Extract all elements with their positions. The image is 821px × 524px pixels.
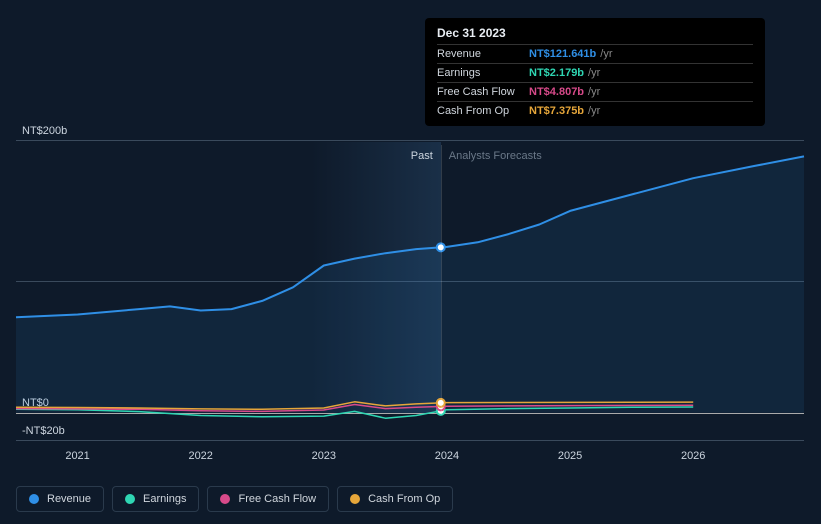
tooltip-row-unit: /yr [588,105,600,117]
tooltip-row-value: NT$2.179b [529,67,584,79]
x-axis-label: 2025 [558,450,582,462]
tooltip-row: Cash From OpNT$7.375b/yr [437,101,753,120]
tooltip: Dec 31 2023 RevenueNT$121.641b/yrEarning… [425,18,765,126]
tooltip-row: Free Cash FlowNT$4.807b/yr [437,82,753,101]
past-forecast-divider [441,145,442,415]
tooltip-row: RevenueNT$121.641b/yr [437,44,753,63]
legend: Revenue Earnings Free Cash Flow Cash From O… [16,486,453,512]
legend-label: Free Cash Flow [238,493,316,505]
x-axis-label: 2026 [681,450,705,462]
legend-swatch [29,494,39,504]
x-axis-label: 2021 [65,450,89,462]
x-axis-label: 2023 [312,450,336,462]
tooltip-row-unit: /yr [588,86,600,98]
x-axis-label: 2022 [188,450,212,462]
revenue-area [16,156,804,412]
tooltip-row: EarningsNT$2.179b/yr [437,63,753,82]
tooltip-row-label: Earnings [437,67,529,79]
tooltip-row-label: Free Cash Flow [437,86,529,98]
tooltip-row-label: Cash From Op [437,105,529,117]
past-label: Past [381,150,433,162]
legend-item-cfo[interactable]: Cash From Op [337,486,453,512]
legend-item-fcf[interactable]: Free Cash Flow [207,486,329,512]
tooltip-row-value: NT$7.375b [529,105,584,117]
forecast-label: Analysts Forecasts [449,150,542,162]
legend-swatch [220,494,230,504]
tooltip-row-value: NT$121.641b [529,48,596,60]
legend-item-revenue[interactable]: Revenue [16,486,104,512]
chart-root: NT$200b NT$0 -NT$20b Past Analysts Forec… [0,0,821,524]
legend-label: Earnings [143,493,186,505]
legend-swatch [125,494,135,504]
tooltip-row-value: NT$4.807b [529,86,584,98]
legend-swatch [350,494,360,504]
tooltip-row-unit: /yr [588,67,600,79]
x-axis-label: 2024 [435,450,459,462]
tooltip-date: Dec 31 2023 [437,26,753,40]
legend-label: Revenue [47,493,91,505]
tooltip-row-unit: /yr [600,48,612,60]
legend-label: Cash From Op [368,493,440,505]
legend-item-earnings[interactable]: Earnings [112,486,199,512]
tooltip-row-label: Revenue [437,48,529,60]
